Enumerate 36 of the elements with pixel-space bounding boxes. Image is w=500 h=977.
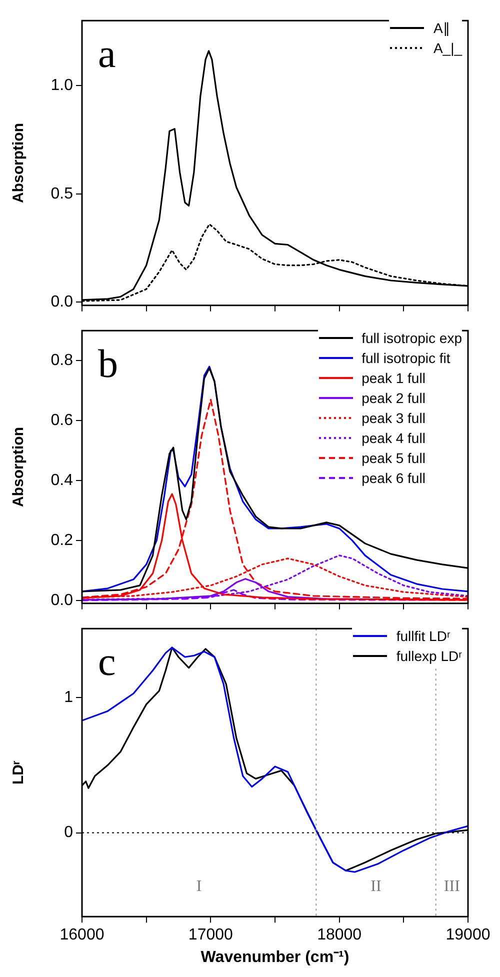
legend-label: peak 1 full	[362, 369, 426, 388]
chart-title: c	[98, 639, 116, 684]
y-tick-label: 0.2	[50, 532, 74, 549]
y-tick-label: 0.0	[50, 294, 74, 311]
y-axis-title: Absorption	[10, 123, 28, 203]
y-tick-label: 0.8	[50, 352, 74, 369]
y-axis-title: LDʳ	[10, 760, 28, 784]
chart-title: a	[98, 31, 116, 76]
legend-label: full isotropic fit	[362, 349, 450, 368]
legend-label: fullfit LDʳ	[396, 627, 450, 646]
y-tick-label: 0	[64, 824, 74, 842]
y-tick-label: 1.0	[50, 76, 74, 94]
y-tick-label: 0.6	[50, 412, 74, 429]
x-axis-title: Wavenumber (cm⁻¹)	[200, 948, 350, 966]
y-axis-title: Absorption	[10, 427, 28, 507]
y-tick-label: 1	[64, 688, 74, 706]
legend-label: fullexp LDʳ	[396, 647, 462, 666]
legend-label: peak 4 full	[362, 429, 426, 448]
legend-label: peak 5 full	[362, 449, 426, 468]
chart-title: b	[98, 341, 118, 386]
x-tick-label: 18000	[317, 926, 362, 944]
y-tick-label: 0.0	[50, 592, 74, 609]
legend-label: peak 2 full	[362, 389, 426, 408]
legend-label: A_|_	[433, 39, 462, 58]
x-tick-label: 17000	[188, 926, 234, 944]
legend-label: full isotropic exp	[362, 329, 462, 348]
annotation: I	[196, 878, 202, 895]
legend-label: peak 6 full	[362, 469, 426, 488]
y-tick-label: 0.4	[50, 472, 74, 489]
annotation: III	[444, 878, 460, 895]
annotation: II	[370, 878, 382, 895]
legend-label: peak 3 full	[362, 409, 426, 428]
legend-label: A∥	[433, 19, 450, 38]
x-tick-label: 19000	[446, 926, 490, 944]
x-tick-label: 16000	[60, 926, 104, 944]
y-tick-label: 0.5	[50, 185, 74, 202]
